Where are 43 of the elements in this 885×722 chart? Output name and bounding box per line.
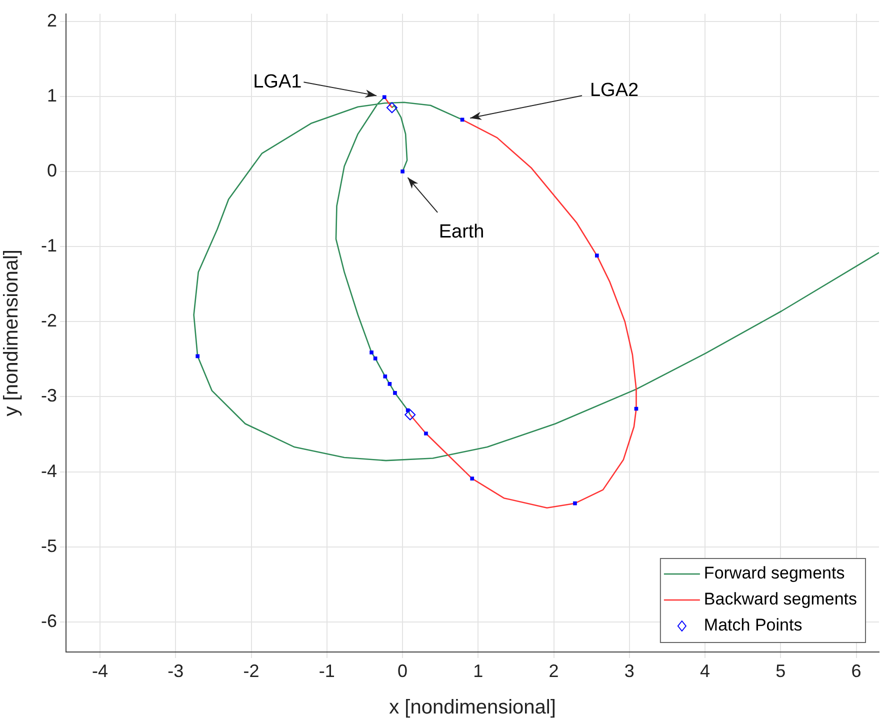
y-tick-label: 2: [46, 10, 57, 30]
annotation: Earth: [438, 222, 484, 243]
x-tick-label: 2: [548, 660, 559, 681]
x-tick-label: 3: [624, 660, 634, 681]
y-tick-label: -6: [40, 610, 57, 631]
x-tick-label: 6: [851, 660, 862, 681]
y-tick-label: -1: [40, 236, 57, 256]
point: [393, 391, 397, 395]
x-tick-label: 1: [473, 660, 484, 681]
x-tick-label: 5: [776, 660, 786, 681]
legend-label: Backward segments: [704, 590, 858, 609]
point: [370, 350, 374, 354]
point: [400, 170, 404, 174]
point: [386, 102, 398, 114]
point: [404, 409, 416, 420]
point: [424, 432, 428, 436]
x-tick-label: 4: [700, 660, 710, 681]
annotation: LGA2: [590, 80, 639, 101]
y-tick-label: -3: [40, 386, 57, 406]
y-tick-label: 1: [46, 85, 57, 106]
x-tick-label: -1: [318, 660, 335, 681]
x-tick-label: -4: [92, 660, 108, 681]
y-tick-label: -2: [40, 310, 57, 331]
y-tick-label: -4: [40, 460, 57, 481]
legend-label: Match Points: [704, 616, 802, 635]
annotation: LGA1: [253, 71, 302, 92]
point: [406, 408, 410, 412]
point: [388, 382, 392, 386]
point: [382, 95, 386, 100]
point: [373, 356, 378, 360]
point: [196, 354, 200, 358]
y-axis-title: y [nondimensional]: [0, 250, 23, 416]
point: [573, 501, 577, 506]
x-axis-title: x [nondimensional]: [389, 696, 556, 719]
y-tick-label: 0: [46, 160, 57, 180]
x-tick-label: -3: [168, 660, 184, 681]
y-tick-label: -5: [40, 536, 57, 556]
point: [470, 476, 474, 480]
x-tick-label: -2: [243, 660, 260, 681]
legend-label: Forward segments: [704, 564, 845, 583]
point: [383, 374, 388, 378]
point: [594, 254, 599, 258]
x-tick-label: 0: [398, 660, 408, 681]
